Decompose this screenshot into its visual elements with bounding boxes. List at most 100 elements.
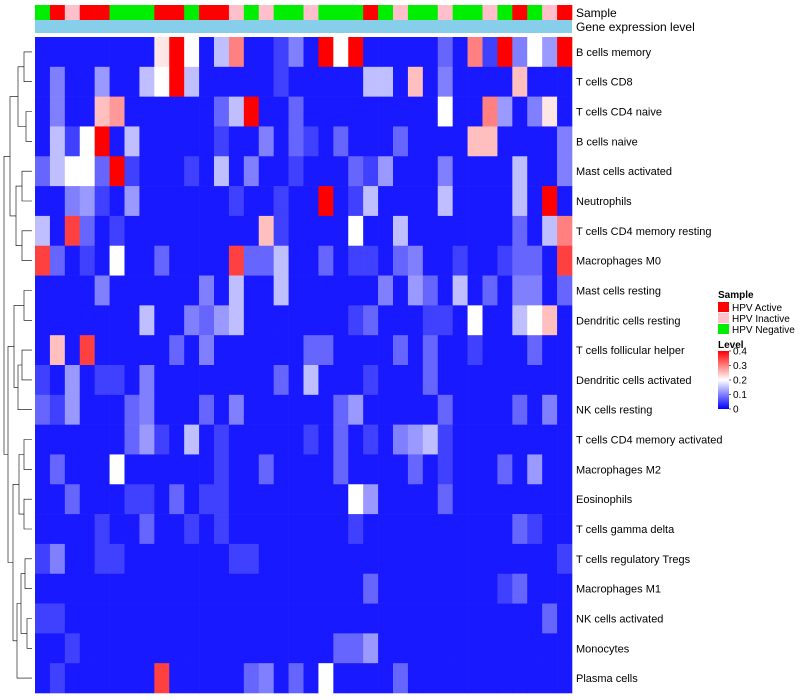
heatmap-cell bbox=[124, 66, 140, 97]
heatmap-cell bbox=[64, 66, 81, 97]
heatmap-cell bbox=[94, 633, 110, 664]
heatmap-cell bbox=[378, 66, 394, 97]
heatmap-cell bbox=[497, 454, 513, 485]
heatmap-cell bbox=[184, 186, 200, 217]
heatmap-cell bbox=[378, 543, 394, 575]
heatmap-cell bbox=[288, 37, 304, 68]
column-annotations bbox=[35, 5, 573, 33]
heatmap-cell bbox=[363, 66, 379, 97]
heatmap-cell bbox=[94, 543, 110, 575]
heatmap-cell bbox=[407, 454, 424, 485]
heatmap-cell bbox=[288, 156, 304, 187]
heatmap-cell bbox=[154, 514, 170, 545]
heatmap-cell bbox=[542, 37, 558, 68]
heatmap-cell bbox=[258, 394, 274, 425]
heatmap-cell bbox=[542, 543, 558, 575]
heatmap-cell bbox=[64, 156, 81, 187]
heatmap-cell bbox=[407, 543, 424, 575]
heatmap-cell bbox=[497, 394, 513, 425]
heatmap-cell bbox=[35, 275, 51, 306]
heatmap-cell bbox=[557, 96, 573, 127]
heatmap-cell bbox=[214, 514, 230, 545]
heatmap-cell bbox=[512, 424, 528, 455]
heatmap-cell bbox=[64, 186, 81, 217]
sample-annotation-cell bbox=[467, 5, 483, 20]
heatmap-cell bbox=[452, 96, 468, 127]
heatmap-cell bbox=[363, 394, 379, 425]
heatmap-cell bbox=[497, 156, 513, 187]
heatmap-cell bbox=[124, 126, 140, 157]
heatmap-cell bbox=[348, 37, 364, 68]
heatmap-cell bbox=[199, 663, 215, 694]
heatmap-cell bbox=[422, 365, 439, 396]
sample-annotation-cell bbox=[288, 5, 304, 20]
heatmap-cell bbox=[482, 66, 498, 97]
heatmap-cell bbox=[542, 335, 558, 366]
heatmap-cell bbox=[527, 394, 543, 425]
heatmap-cell bbox=[79, 96, 95, 127]
sample-annotation-cell bbox=[333, 5, 349, 20]
heatmap-cell bbox=[109, 66, 125, 97]
heatmap-cell bbox=[243, 663, 260, 694]
heatmap-cell bbox=[378, 633, 394, 664]
row-label: Macrophages M2 bbox=[576, 464, 661, 476]
heatmap-cell bbox=[49, 126, 66, 157]
heatmap-cell bbox=[303, 424, 319, 455]
heatmap-cell bbox=[497, 633, 513, 664]
heatmap-cell bbox=[79, 394, 95, 425]
heatmap-cell bbox=[452, 37, 468, 68]
heatmap-cell bbox=[273, 543, 289, 575]
heatmap-cell bbox=[467, 156, 483, 187]
heatmap-cells bbox=[35, 37, 573, 694]
heatmap-cell bbox=[35, 305, 51, 336]
heatmap-cell bbox=[35, 603, 51, 634]
heatmap-cell bbox=[64, 603, 81, 634]
heatmap-cell bbox=[482, 186, 498, 217]
heatmap-cell bbox=[452, 156, 468, 187]
heatmap-cell bbox=[497, 245, 513, 276]
heatmap-cell bbox=[393, 394, 409, 425]
heatmap-cell bbox=[228, 96, 245, 127]
heatmap-cell bbox=[273, 603, 289, 634]
heatmap-cell bbox=[169, 663, 185, 694]
heatmap-cell bbox=[497, 37, 513, 68]
heatmap-cell bbox=[199, 484, 215, 515]
heatmap-cell bbox=[303, 394, 319, 425]
heatmap-cell bbox=[139, 305, 155, 336]
heatmap-cell bbox=[467, 126, 483, 157]
row-label: Macrophages M1 bbox=[576, 584, 661, 596]
heatmap-cell bbox=[467, 96, 483, 127]
heatmap-cell bbox=[64, 126, 81, 157]
heatmap-cell bbox=[243, 245, 260, 276]
heatmap-cell bbox=[79, 275, 95, 306]
heatmap-cell bbox=[318, 543, 334, 575]
heatmap-cell bbox=[467, 66, 483, 97]
heatmap-cell bbox=[512, 126, 528, 157]
heatmap-cell bbox=[407, 603, 424, 634]
sample-annotation-cell bbox=[348, 5, 364, 20]
heatmap-cell bbox=[124, 543, 140, 575]
heatmap-cell bbox=[393, 365, 409, 396]
heatmap-cell bbox=[64, 454, 81, 485]
heatmap-cell bbox=[109, 37, 125, 68]
heatmap-cell bbox=[318, 66, 334, 97]
heatmap-cell bbox=[288, 275, 304, 306]
dendrogram-branch bbox=[25, 111, 32, 142]
heatmap-cell bbox=[542, 215, 558, 247]
heatmap-cell bbox=[35, 484, 51, 515]
sample-annotation-cell bbox=[94, 5, 110, 20]
heatmap-cell bbox=[363, 633, 379, 664]
heatmap-cell bbox=[452, 275, 468, 306]
heatmap-cell bbox=[407, 156, 424, 187]
heatmap-cell bbox=[363, 305, 379, 336]
heatmap-cell bbox=[512, 484, 528, 515]
heatmap-cell bbox=[378, 573, 394, 604]
heatmap-cell bbox=[452, 573, 468, 604]
heatmap-cell bbox=[124, 245, 140, 276]
heatmap-cell bbox=[407, 335, 424, 366]
heatmap-cell bbox=[318, 484, 334, 515]
heatmap-cell bbox=[363, 663, 379, 694]
heatmap-cell bbox=[273, 66, 289, 97]
heatmap-cell bbox=[422, 514, 439, 545]
heatmap-cell bbox=[542, 454, 558, 485]
